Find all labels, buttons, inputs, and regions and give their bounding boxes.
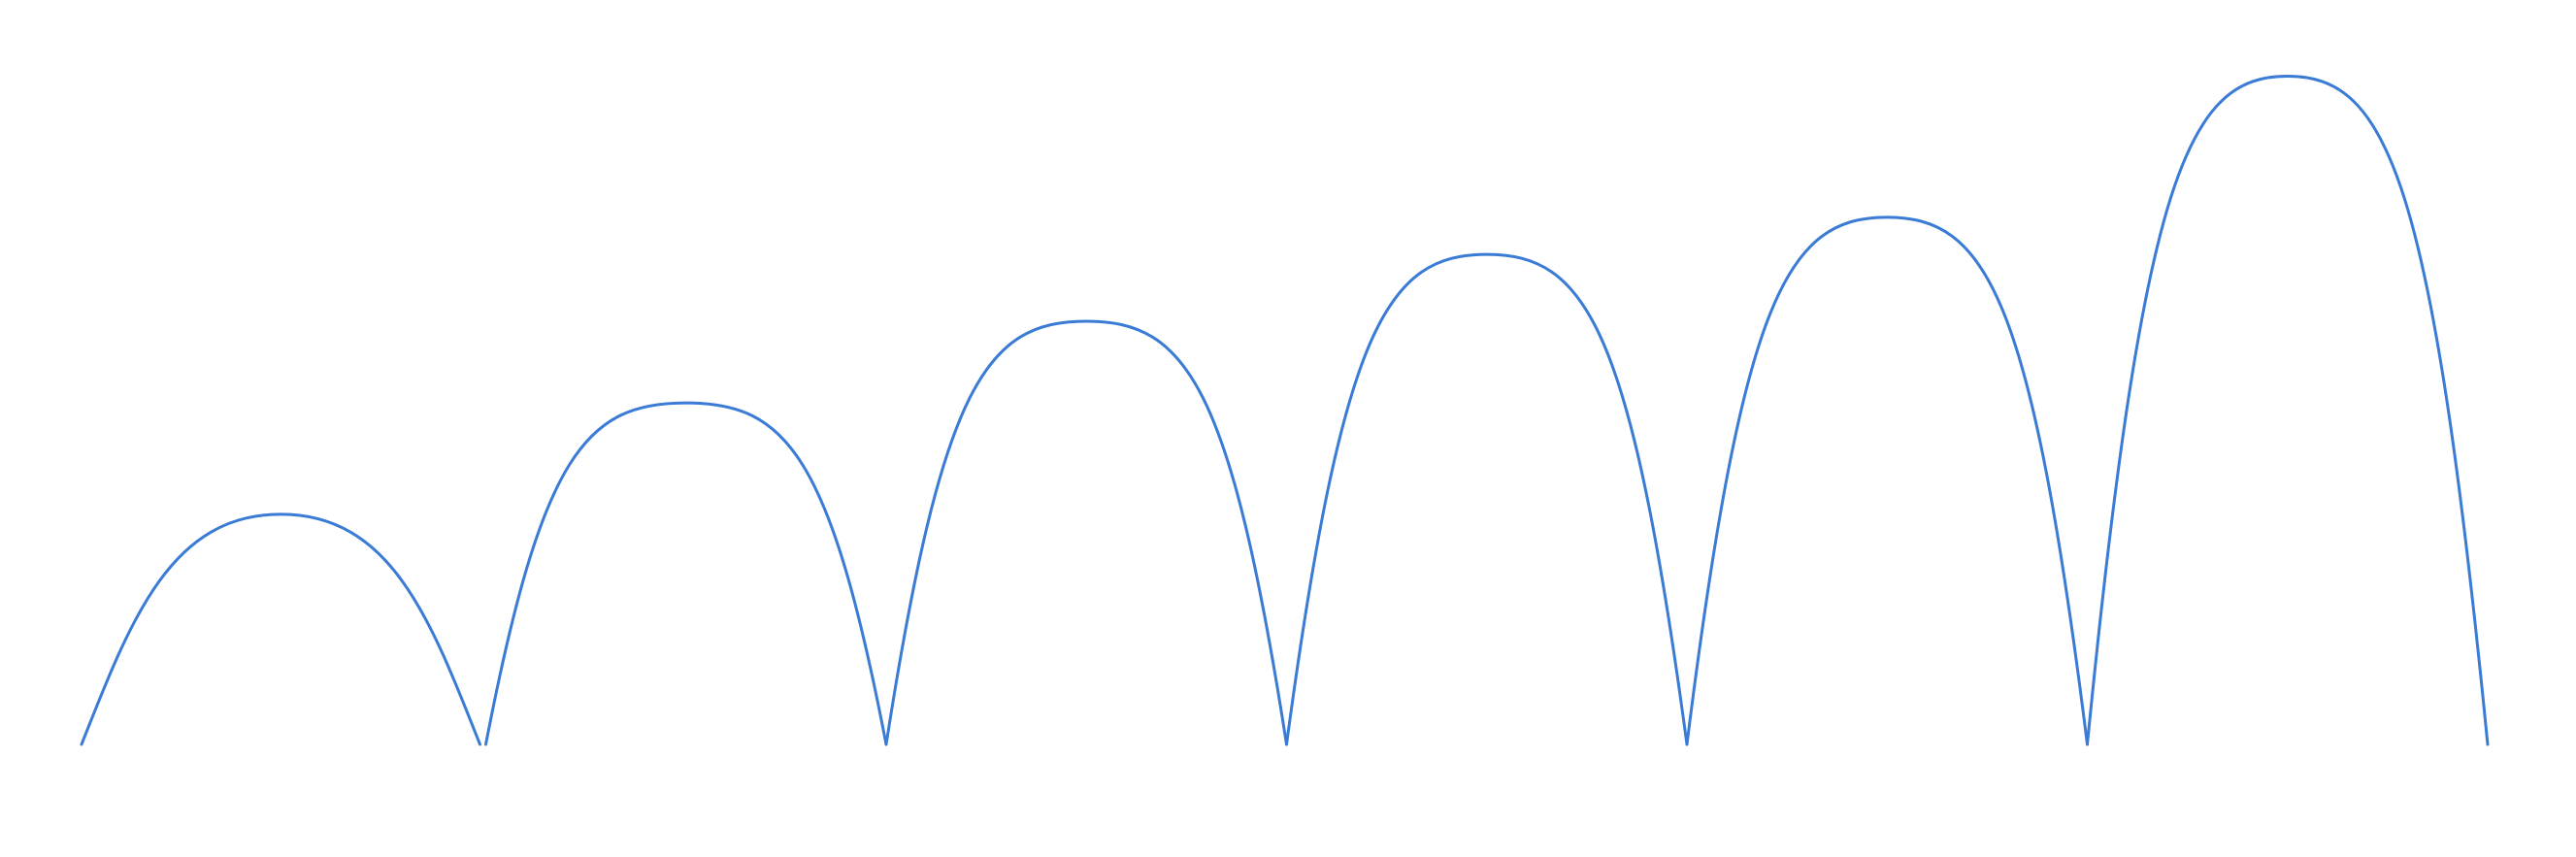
arc-4 — [1285, 252, 1689, 746]
arc-5 — [1685, 215, 2089, 746]
arc-6 — [2086, 75, 2490, 746]
arc-2 — [484, 401, 888, 746]
arc-1 — [80, 512, 481, 746]
arc-3 — [884, 319, 1288, 746]
